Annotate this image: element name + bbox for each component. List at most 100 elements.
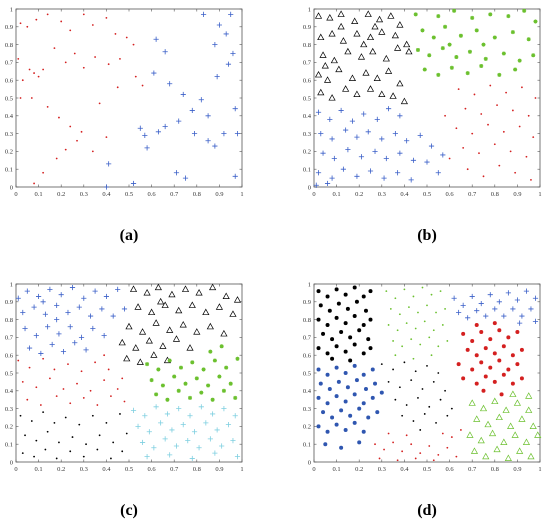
data-point: [506, 14, 511, 19]
data-point: [362, 69, 370, 76]
y-tick-label: 0.9: [5, 299, 13, 306]
data-point: [315, 170, 322, 176]
data-point: [483, 56, 488, 61]
data-point: [382, 54, 390, 62]
data-point: [81, 295, 87, 301]
data-point: [450, 407, 453, 410]
data-point: [318, 303, 323, 308]
data-point: [317, 33, 325, 41]
x-tick-label: 0.2: [355, 466, 363, 473]
data-point: [367, 168, 374, 174]
data-point: [316, 367, 321, 372]
data-point: [36, 293, 42, 300]
data-point: [428, 445, 431, 447]
data-point: [528, 306, 534, 312]
data-point: [525, 155, 528, 158]
data-point: [466, 168, 469, 171]
data-point: [398, 386, 401, 389]
data-point: [361, 351, 366, 356]
data-point: [468, 399, 476, 406]
data-point: [83, 347, 89, 353]
data-point: [460, 429, 462, 431]
y-tick-label: 0.3: [303, 131, 311, 138]
data-point: [56, 331, 62, 337]
data-point: [394, 354, 397, 357]
data-point: [21, 452, 24, 454]
data-point: [55, 157, 58, 160]
data-point: [464, 107, 467, 110]
data-point: [405, 322, 408, 325]
data-point: [167, 452, 173, 458]
y-tick-label: 0.3: [5, 406, 13, 413]
data-point: [398, 313, 401, 316]
data-point: [387, 12, 395, 19]
data-point: [405, 47, 413, 55]
data-point: [502, 406, 510, 413]
data-point: [167, 358, 172, 363]
data-point: [232, 106, 238, 112]
data-point: [154, 283, 162, 291]
data-point: [334, 315, 339, 320]
data-point: [146, 429, 152, 435]
data-point: [69, 125, 72, 128]
data-point: [130, 407, 137, 413]
data-point: [324, 180, 331, 187]
data-point: [212, 450, 218, 456]
data-point: [401, 414, 404, 417]
data-point: [496, 104, 498, 107]
data-point: [353, 90, 361, 97]
data-point: [106, 161, 112, 167]
data-point: [321, 331, 326, 336]
data-point: [316, 317, 321, 322]
data-point: [487, 292, 493, 298]
data-point: [201, 367, 206, 372]
data-point: [432, 459, 435, 462]
x-tick-label: 0.2: [57, 191, 65, 198]
data-point: [315, 109, 322, 115]
y-tick-label: 0.2: [5, 424, 13, 431]
y-tick-label: 1: [10, 6, 13, 13]
data-point: [440, 152, 446, 158]
data-point: [203, 420, 209, 426]
panel-caption: (d): [417, 502, 437, 519]
data-point: [176, 388, 181, 393]
data-point: [378, 457, 381, 460]
data-point: [152, 319, 160, 326]
data-point: [392, 131, 398, 137]
data-point: [145, 362, 150, 367]
data-point: [228, 381, 233, 386]
data-point: [517, 58, 522, 63]
data-point: [378, 90, 386, 97]
data-point: [157, 297, 165, 305]
data-point: [54, 302, 60, 308]
data-point: [345, 147, 351, 153]
data-point: [105, 136, 108, 139]
data-point: [349, 118, 356, 124]
panel-caption: (b): [417, 227, 437, 244]
data-point: [502, 130, 505, 133]
data-point: [435, 311, 437, 314]
data-point: [190, 360, 195, 365]
data-point: [401, 345, 404, 348]
data-point: [339, 445, 344, 450]
data-point: [396, 21, 404, 28]
data-point: [470, 338, 475, 343]
data-point: [55, 457, 58, 460]
data-point: [474, 308, 480, 314]
data-point: [200, 11, 207, 17]
data-point: [505, 290, 511, 296]
data-point: [327, 387, 332, 392]
data-point: [366, 85, 375, 92]
data-point: [24, 434, 26, 437]
y-tick-label: 0.9: [303, 299, 311, 306]
data-point: [64, 416, 67, 419]
x-tick-label: 1: [240, 191, 243, 198]
data-point: [114, 33, 117, 35]
data-point: [484, 420, 492, 428]
x-tick-label: 0.4: [400, 466, 409, 473]
data-point: [414, 370, 417, 373]
series-6-dot: [19, 411, 128, 460]
data-point: [501, 51, 506, 56]
data-point: [164, 411, 171, 417]
data-point: [30, 97, 33, 99]
